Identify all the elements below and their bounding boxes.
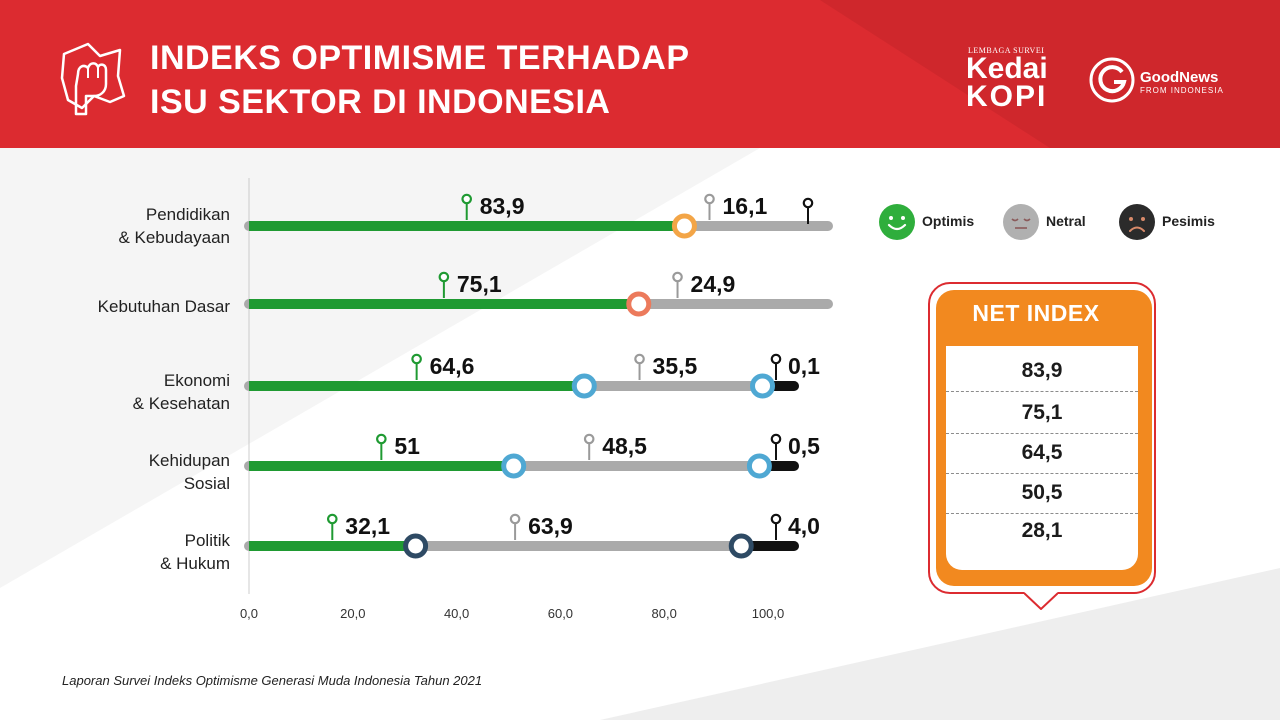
kedaikopi-word-1: Kedai bbox=[966, 52, 1048, 85]
row-1-optimis-label: 83,9 bbox=[480, 193, 525, 219]
goodnews-logo: GoodNews FROM INDONESIA bbox=[1140, 70, 1224, 96]
page-title: INDEKS OPTIMISME TERHADAP ISU SEKTOR DI … bbox=[150, 36, 690, 124]
row-3-pesimis-pin-head bbox=[770, 353, 782, 365]
row-5-netral-marker bbox=[728, 533, 754, 559]
net-index-pointer bbox=[1024, 592, 1058, 610]
category-5-line-1: Politik bbox=[184, 531, 230, 550]
legend-optimis-label: Optimis bbox=[922, 213, 975, 229]
row-4-pesimis-pin-head bbox=[770, 433, 782, 445]
row-4-optimis-marker bbox=[501, 453, 527, 479]
row-2-optimis-pin-head bbox=[438, 271, 450, 283]
row-4-optimis-pin-head bbox=[376, 433, 387, 445]
goodnews-sub: FROM INDONESIA bbox=[1140, 86, 1224, 95]
footnote-source: Laporan Survei Indeks Optimisme Generasi… bbox=[62, 673, 483, 688]
title-line-1: INDEKS OPTIMISME TERHADAP bbox=[150, 39, 690, 77]
net-index-list bbox=[946, 346, 1138, 570]
category-1-line-1: Pendidikan bbox=[145, 205, 230, 224]
row-4-netral-marker bbox=[746, 453, 772, 479]
net-index-value-3: 64,5 bbox=[946, 432, 1138, 474]
net-index-title: NET INDEX bbox=[972, 300, 1100, 326]
category-4-line-1: Kehidupan bbox=[148, 451, 230, 470]
goodnews-logo-icon bbox=[1089, 57, 1135, 103]
row-2-netral-pin-head bbox=[672, 271, 683, 283]
row-1-optimis-marker bbox=[671, 213, 697, 239]
x-tick-label-6: 100,0 bbox=[752, 606, 785, 621]
category-label-5: Politik & Hukum bbox=[30, 529, 230, 575]
netral-face-icon bbox=[1003, 204, 1039, 240]
row-1-netral-pin-head bbox=[704, 193, 715, 205]
row-5-netral-pin-head bbox=[509, 513, 521, 525]
row-1-netral-label: 16,1 bbox=[723, 193, 768, 219]
row-4-netral-label: 48,5 bbox=[602, 433, 647, 459]
header-decoration bbox=[820, 0, 1280, 148]
legend-pesimis-label: Pesimis bbox=[1162, 213, 1215, 229]
category-label-3: Ekonomi & Kesehatan bbox=[30, 369, 230, 415]
kedaikopi-logo: LEMBAGA SURVEI Kedai KOPI bbox=[960, 46, 1080, 112]
x-tick-label-2: 20,0 bbox=[340, 606, 365, 621]
net-index-value-1: 83,9 bbox=[946, 350, 1138, 392]
header-band bbox=[0, 0, 1280, 148]
row-5-pesimis-label: 4,0 bbox=[788, 513, 820, 539]
row-3-pesimis-label: 0,1 bbox=[788, 353, 820, 379]
x-tick-label-3: 40,0 bbox=[444, 606, 469, 621]
category-2-line-1: Kebutuhan Dasar bbox=[97, 297, 230, 316]
row-2-optimis-label: 75,1 bbox=[457, 271, 502, 297]
row-3-optimis-label: 64,6 bbox=[430, 353, 475, 379]
category-3-line-2: & Kesehatan bbox=[132, 394, 230, 413]
kedaikopi-tagline: LEMBAGA SURVEI bbox=[968, 46, 1045, 55]
row-4-optimis-label: 51 bbox=[394, 433, 420, 459]
row-5-pesimis-pin-head bbox=[770, 513, 782, 525]
goodnews-name: GoodNews bbox=[1140, 69, 1219, 86]
legend-netral-label: Netral bbox=[1046, 213, 1086, 229]
row-3-netral-pin-head bbox=[634, 353, 645, 365]
optimis-face-icon bbox=[879, 204, 915, 240]
net-index-value-5: 28,1 bbox=[1021, 519, 1063, 542]
row-1-optimis-pin-head bbox=[461, 193, 473, 205]
row-5-optimis-label: 32,1 bbox=[345, 513, 390, 539]
row-5-optimis-marker bbox=[403, 533, 429, 559]
row-3-netral-marker bbox=[750, 373, 776, 399]
title-line-2: ISU SEKTOR DI INDONESIA bbox=[150, 83, 611, 121]
category-label-2: Kebutuhan Dasar bbox=[30, 295, 230, 318]
x-tick-label-5: 80,0 bbox=[652, 606, 677, 621]
category-label-4: Kehidupan Sosial bbox=[30, 449, 230, 495]
pesimis-face-icon bbox=[1119, 204, 1155, 240]
row-4-netral-pin-head bbox=[583, 433, 595, 445]
row-3-optimis-pin-head bbox=[411, 353, 422, 365]
raised-fist-icon bbox=[60, 42, 126, 116]
row-1-pesimis-pin-head bbox=[802, 197, 814, 209]
category-5-line-2: & Hukum bbox=[160, 554, 230, 573]
category-3-line-1: Ekonomi bbox=[163, 371, 230, 390]
row-5-optimis-pin-head bbox=[326, 513, 338, 525]
row-5-netral-label: 63,9 bbox=[528, 513, 573, 539]
net-index-value-2: 75,1 bbox=[946, 392, 1138, 434]
category-1-line-2: & Kebudayaan bbox=[118, 228, 230, 247]
category-4-line-2: Sosial bbox=[183, 474, 230, 493]
row-2-netral-label: 24,9 bbox=[691, 271, 736, 297]
net-index-value-4: 50,5 bbox=[946, 472, 1138, 514]
x-tick-label-1: 0,0 bbox=[240, 606, 258, 621]
row-3-optimis-marker bbox=[571, 373, 597, 399]
category-label-1: Pendidikan & Kebudayaan bbox=[30, 203, 230, 249]
row-3-netral-label: 35,5 bbox=[653, 353, 698, 379]
kedaikopi-word-2: KOPI bbox=[966, 80, 1048, 113]
x-tick-label-4: 60,0 bbox=[548, 606, 573, 621]
row-4-pesimis-label: 0,5 bbox=[788, 433, 820, 459]
background-decoration bbox=[0, 148, 1280, 720]
row-2-optimis-marker bbox=[626, 291, 652, 317]
